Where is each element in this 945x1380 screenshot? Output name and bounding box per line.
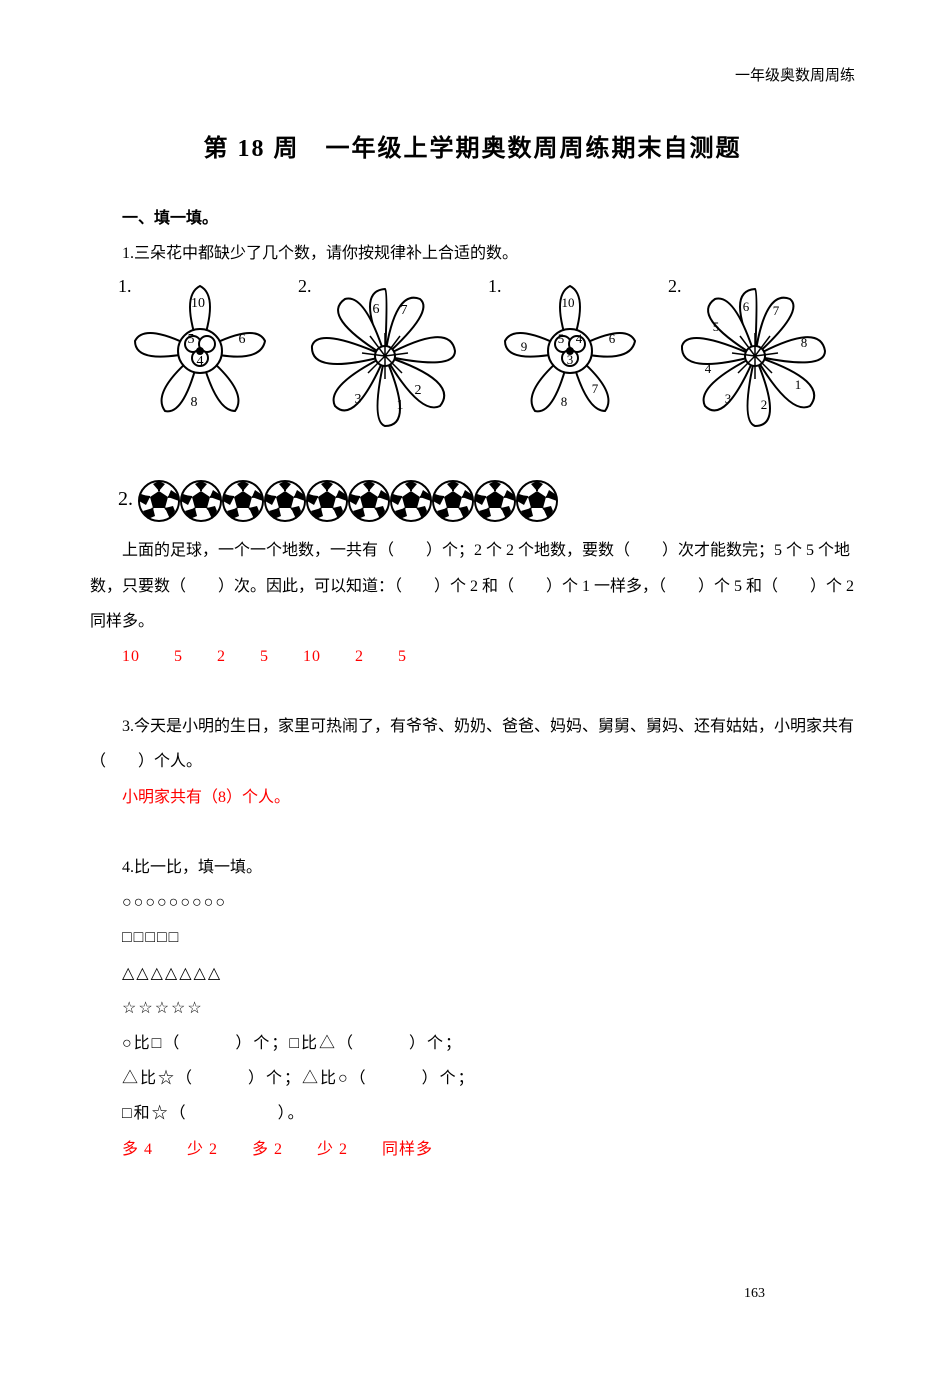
question-4-answers: 多 4 少 2 多 2 少 2 同样多 <box>90 1132 855 1167</box>
answer-text: 小明家共有（8）个人。 <box>122 789 290 806</box>
svg-text:1: 1 <box>795 377 802 392</box>
svg-text:4: 4 <box>197 354 204 369</box>
q2-number: 2. <box>118 477 133 521</box>
flower-label: 1. <box>488 267 502 307</box>
flower-2: 2. 6 7 <box>300 281 470 444</box>
q4-compare-3: □和☆（ ）。 <box>90 1096 855 1131</box>
svg-text:9: 9 <box>521 339 528 354</box>
svg-text:3: 3 <box>355 392 362 407</box>
svg-text:4: 4 <box>576 331 583 346</box>
svg-text:6: 6 <box>373 302 380 317</box>
svg-text:5: 5 <box>188 332 195 347</box>
section-heading-1: 一、填一填。 <box>90 201 855 236</box>
q4-circles: ○○○○○○○○○ <box>90 885 855 920</box>
flowers-row: 1. 10 6 8 5 4 <box>120 281 855 444</box>
soccer-ball-icon <box>473 479 517 523</box>
question-2-body: 上面的足球，一个一个地数，一共有（ ）个；2 个 2 个地数，要数（ ）次才能数… <box>90 533 855 639</box>
page-title: 第 18 周 一年级上学期奥数周周练期末自测题 <box>90 123 855 176</box>
page-number: 163 <box>744 1279 765 1310</box>
soccer-ball-icon <box>179 479 223 523</box>
flower-4: 2. 6 7 <box>670 281 840 444</box>
soccer-ball-icon <box>263 479 307 523</box>
q4-squares: □□□□□ <box>90 920 855 955</box>
q4-stars: ☆☆☆☆☆ <box>90 991 855 1026</box>
svg-text:6: 6 <box>609 331 616 346</box>
svg-text:8: 8 <box>801 335 808 350</box>
page-header-right: 一年级奥数周周练 <box>90 60 855 93</box>
flower-3: 1. 10 6 7 8 9 5 4 3 <box>490 281 650 444</box>
svg-text:6: 6 <box>239 332 246 347</box>
svg-text:7: 7 <box>592 381 599 396</box>
question-3-answer: 小明家共有（8）个人。 <box>90 780 855 815</box>
svg-text:4: 4 <box>705 361 712 376</box>
answer-text: 10 5 2 5 10 2 5 <box>122 648 407 665</box>
flower-1: 1. 10 6 8 5 4 <box>120 281 280 444</box>
svg-text:7: 7 <box>401 303 408 318</box>
flower-label: 2. <box>298 267 312 307</box>
question-4: 4.比一比，填一填。 <box>90 850 855 885</box>
svg-text:2: 2 <box>415 383 422 398</box>
svg-text:8: 8 <box>191 395 198 410</box>
svg-text:2: 2 <box>761 397 768 412</box>
question-1: 1.三朵花中都缺少了几个数，请你按规律补上合适的数。 <box>90 236 855 271</box>
soccer-ball-icon <box>347 479 391 523</box>
q4-compare-2: △比☆（ ）个；△比○（ ）个； <box>90 1061 855 1096</box>
soccer-ball-icon <box>137 479 181 523</box>
answer-text: 多 4 少 2 多 2 少 2 同样多 <box>122 1141 433 1158</box>
soccer-ball-icon <box>515 479 559 523</box>
svg-text:3: 3 <box>725 391 732 406</box>
svg-text:5: 5 <box>713 319 720 334</box>
flower-label: 2. <box>668 267 682 307</box>
soccer-ball-icon <box>221 479 265 523</box>
svg-text:3: 3 <box>567 352 574 367</box>
flower-label: 1. <box>118 267 132 307</box>
soccer-balls-row <box>137 479 557 523</box>
question-3: 3.今天是小明的生日，家里可热闹了，有爷爷、奶奶、爸爸、妈妈、舅舅、舅妈、还有姑… <box>90 709 855 779</box>
soccer-ball-icon <box>305 479 349 523</box>
soccer-ball-icon <box>389 479 433 523</box>
svg-text:8: 8 <box>561 394 568 409</box>
q4-triangles: △△△△△△△ <box>90 956 855 991</box>
svg-text:6: 6 <box>743 299 750 314</box>
svg-text:10: 10 <box>562 295 575 310</box>
svg-text:10: 10 <box>191 296 205 311</box>
svg-text:1: 1 <box>397 398 404 413</box>
svg-text:5: 5 <box>558 331 565 346</box>
soccer-ball-icon <box>431 479 475 523</box>
svg-text:7: 7 <box>773 303 780 318</box>
q4-compare-1: ○比□（ ）个；□比△（ ）个； <box>90 1026 855 1061</box>
question-2-answers: 10 5 2 5 10 2 5 <box>90 639 855 674</box>
